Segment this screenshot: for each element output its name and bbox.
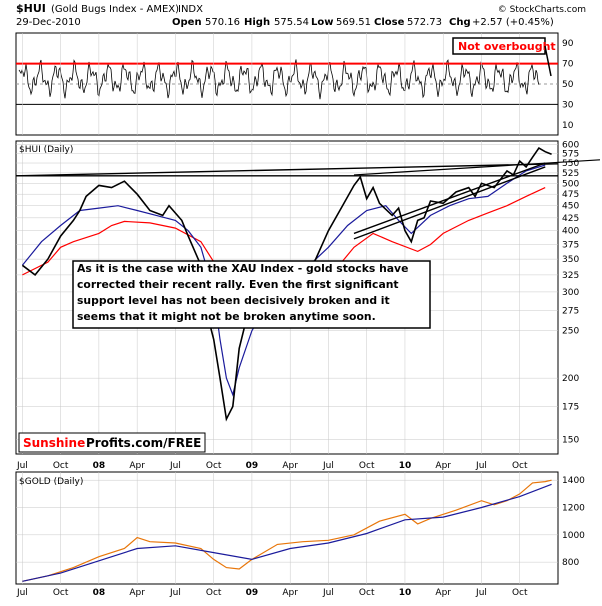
hui-x-label: Apr (129, 461, 145, 471)
copyright-label: © StockCharts.com (498, 5, 586, 15)
gold-price-line (22, 479, 552, 582)
hui-tick-label: 600 (562, 141, 579, 151)
hui-x-label: Jul (322, 461, 334, 471)
gold-tick-label: 1400 (562, 476, 585, 486)
hui-trend-line (353, 162, 546, 235)
hui-tick-label: 175 (562, 403, 579, 413)
gold-x-label: Jul (322, 588, 334, 598)
hui-tick-label: 425 (562, 214, 579, 224)
low-label: Low (311, 17, 333, 28)
gold-x-label: Oct (206, 588, 222, 598)
gold-x-label: Oct (359, 588, 375, 598)
hui-tick-label: 325 (562, 271, 579, 281)
hui-tick-label: 350 (562, 255, 579, 265)
rsi-tick-label: 10 (562, 121, 574, 131)
hui-tick-label: 475 (562, 190, 579, 200)
hui-tick-label: 525 (562, 169, 579, 179)
gold-x-label: Apr (282, 588, 298, 598)
hui-trend-line (353, 166, 546, 240)
gold-tick-label: 800 (562, 558, 579, 568)
hui-tick-label: 450 (562, 202, 579, 212)
hui-x-label: Jul (16, 461, 28, 471)
hui-x-label: 08 (93, 461, 106, 471)
hui-tick-label: 375 (562, 240, 579, 250)
rsi-tick-label: 30 (562, 100, 574, 110)
commentary-line-3: support level has not been decisively br… (77, 294, 390, 307)
sunshine-logo-word: Sunshine (23, 436, 85, 450)
high-value: 575.54 (274, 17, 309, 28)
hui-tick-label: 150 (562, 435, 579, 445)
gold-x-label: 09 (246, 588, 259, 598)
index-name: (Gold Bugs Index - AMEX) (51, 4, 179, 15)
close-label: Close (374, 17, 405, 28)
open-value: 570.16 (205, 17, 240, 28)
hui-tick-label: 250 (562, 327, 579, 337)
hui-tick-label: 500 (562, 179, 579, 189)
gold-x-label: Apr (129, 588, 145, 598)
hui-tick-label: 550 (562, 159, 579, 169)
hui-x-label: Oct (53, 461, 69, 471)
open-label: Open (172, 17, 202, 28)
gold-panel-frame (15, 471, 559, 585)
gold-panel-title: $GOLD (Daily) (19, 477, 83, 487)
commentary-line-4: seems that it might not be broken anytim… (77, 310, 376, 323)
commentary-line-2: corrected their recent rally. Even the f… (77, 278, 399, 291)
symbol-label: $HUI (16, 2, 46, 15)
chg-value: +2.57 (+0.45%) (472, 17, 554, 28)
gold-x-label: Apr (435, 588, 451, 598)
rsi-tick-label: 70 (562, 60, 574, 70)
sunshine-logo-domain: Profits.com/FREE (86, 436, 201, 450)
not-overbought-pointer (544, 45, 552, 77)
rsi-tick-label: 50 (562, 80, 574, 90)
index-type: INDX (178, 4, 203, 15)
rsi-tick-label: 90 (562, 39, 574, 49)
hui-tick-label: 300 (562, 288, 579, 298)
hui-x-label: Oct (512, 461, 528, 471)
hui-resistance-extension (353, 159, 601, 176)
high-label: High (244, 17, 270, 28)
gold-x-label: Oct (53, 588, 69, 598)
hui-panel-frame (15, 140, 559, 455)
hui-x-label: Apr (435, 461, 451, 471)
gold-x-label: Oct (512, 588, 528, 598)
hui-tick-label: 275 (562, 306, 579, 316)
gold-layer: 1400 1200 1000 800 (16, 476, 585, 582)
gold-x-label: 08 (93, 588, 106, 598)
rsi-line (18, 59, 540, 100)
close-value: 572.73 (407, 17, 442, 28)
hui-blue-ma (21, 164, 546, 397)
hui-tick-label: 400 (562, 227, 579, 237)
gold-x-label: Jul (475, 588, 487, 598)
gold-ma-line (22, 483, 552, 582)
hui-x-label: Oct (359, 461, 375, 471)
hui-tick-label: 200 (562, 374, 579, 384)
not-overbought-label: Not overbought (458, 40, 556, 53)
hui-x-label: Jul (475, 461, 487, 471)
chg-label: Chg (449, 17, 471, 28)
hui-x-label: 10 (399, 461, 412, 471)
gold-tick-label: 1200 (562, 504, 585, 514)
hui-panel-title: $HUI (Daily) (19, 145, 73, 155)
hui-x-label: Jul (169, 461, 181, 471)
commentary-box (72, 260, 431, 329)
commentary-line-1: As it is the case with the XAU Index - g… (77, 262, 408, 275)
date-label: 29-Dec-2010 (16, 17, 81, 28)
hui-x-label: Apr (282, 461, 298, 471)
rsi-layer: 90 70 50 30 10 (16, 39, 574, 131)
sunshine-logo-box (18, 432, 206, 453)
low-value: 569.51 (336, 17, 371, 28)
gold-tick-label: 1000 (562, 531, 585, 541)
hui-tick-label: 575 (562, 150, 579, 160)
gold-x-label: Jul (169, 588, 181, 598)
gold-x-label: 10 (399, 588, 412, 598)
hui-x-label: 09 (246, 461, 259, 471)
hui-x-label: Oct (206, 461, 222, 471)
gold-x-label: Jul (16, 588, 28, 598)
hui-trend-line (15, 163, 559, 177)
